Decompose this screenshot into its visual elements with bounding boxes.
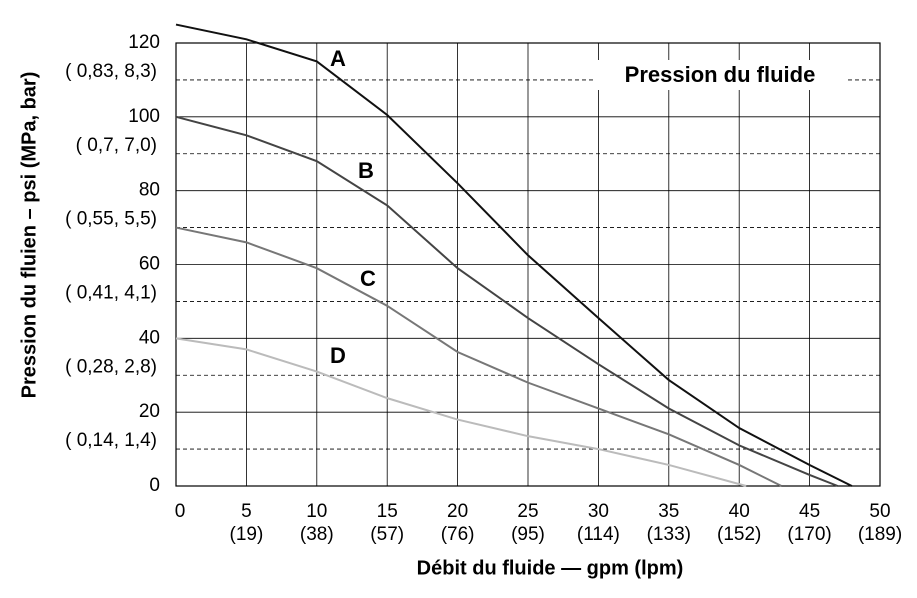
y-tick-label: 20	[139, 401, 160, 422]
x-tick-label: 0	[175, 501, 186, 522]
y-tick-label-mpa-bar: ( 0,14, 1,4)	[65, 430, 157, 451]
y-tick-label: 0	[149, 475, 160, 496]
series-line	[175, 115, 839, 487]
y-tick-label-mpa-bar: ( 0,55, 5,5)	[65, 209, 157, 230]
plot-frame	[175, 42, 881, 487]
x-tick-label-lpm: (19)	[230, 524, 264, 545]
x-axis-label: Débit du fluide — gpm (lpm)	[417, 557, 684, 579]
x-tick-label: 30	[588, 501, 609, 522]
y-tick-label-mpa-bar: ( 0,7, 7,0)	[76, 135, 157, 156]
y-axis-label: Pression du fluien – psi (MPa, bar)	[18, 72, 40, 399]
y-tick-label-mpa-bar: ( 0,28, 2,8)	[65, 356, 157, 377]
y-tick-label-mpa-bar: ( 0,41, 4,1)	[65, 282, 157, 303]
series-label: C	[360, 266, 376, 291]
x-tick-label: 25	[517, 501, 538, 522]
chart-title: Pression du fluide	[625, 62, 816, 87]
x-tick-label: 10	[306, 501, 327, 522]
x-tick-label-lpm: (38)	[300, 524, 334, 545]
series-line	[175, 226, 782, 487]
series-label: B	[358, 158, 374, 183]
x-tick-label: 45	[799, 501, 820, 522]
x-tick-label-lpm: (133)	[647, 524, 691, 545]
series-label: A	[330, 46, 346, 71]
y-tick-label: 80	[139, 180, 160, 201]
x-tick-label-lpm: (152)	[717, 524, 761, 545]
x-tick-label-lpm: (95)	[511, 524, 545, 545]
x-tick-label-lpm: (76)	[441, 524, 475, 545]
y-tick-label-mpa-bar: ( 0,83, 8,3)	[65, 61, 157, 82]
title-background	[594, 60, 848, 90]
x-tick-label: 15	[377, 501, 398, 522]
y-tick-label: 120	[128, 32, 160, 53]
x-tick-label: 35	[658, 501, 679, 522]
x-tick-label-lpm: (170)	[787, 524, 831, 545]
x-tick-label: 40	[729, 501, 750, 522]
x-tick-label-lpm: (114)	[577, 524, 620, 545]
x-tick-label-lpm: (189)	[858, 524, 902, 545]
x-tick-label: 50	[869, 501, 890, 522]
series-label: D	[330, 343, 346, 368]
y-tick-label: 60	[139, 254, 160, 275]
y-tick-label: 40	[139, 327, 160, 348]
y-tick-label: 100	[128, 106, 160, 127]
x-tick-label-lpm: (57)	[370, 524, 404, 545]
x-tick-label: 20	[447, 501, 468, 522]
series-line	[175, 337, 747, 487]
series-line	[175, 23, 853, 487]
x-tick-label: 5	[241, 501, 252, 522]
